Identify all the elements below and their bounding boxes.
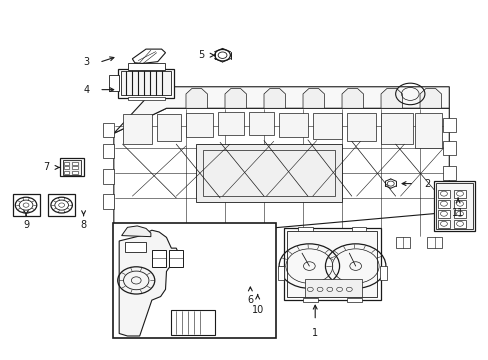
Bar — [453, 220, 466, 228]
Bar — [128, 97, 164, 100]
Bar — [351, 226, 366, 231]
Text: 1: 1 — [311, 328, 318, 338]
Polygon shape — [303, 89, 324, 108]
Bar — [437, 190, 449, 198]
Bar — [277, 266, 284, 280]
Polygon shape — [132, 49, 165, 63]
Bar — [305, 279, 361, 297]
Polygon shape — [224, 89, 246, 108]
Bar — [395, 237, 409, 248]
Bar — [298, 226, 312, 231]
Text: 4: 4 — [83, 85, 89, 95]
Bar — [122, 114, 152, 144]
Bar — [72, 162, 78, 165]
Polygon shape — [114, 108, 448, 237]
Bar — [103, 169, 114, 184]
Bar — [259, 237, 273, 248]
Bar — [379, 266, 386, 280]
Polygon shape — [119, 230, 178, 336]
Bar — [437, 220, 449, 228]
Bar — [72, 166, 78, 169]
Text: 11: 11 — [451, 208, 463, 218]
Bar — [185, 113, 212, 137]
Bar — [453, 190, 466, 198]
Text: 2: 2 — [423, 179, 429, 189]
Bar — [169, 249, 183, 267]
Bar — [453, 200, 466, 208]
Bar — [103, 144, 114, 158]
Bar — [103, 123, 114, 137]
Bar — [437, 210, 449, 218]
Text: 5: 5 — [198, 50, 204, 60]
Bar — [190, 237, 205, 248]
Bar — [443, 118, 455, 132]
Bar — [127, 237, 142, 248]
Polygon shape — [122, 226, 151, 237]
Bar — [283, 228, 380, 300]
Polygon shape — [185, 89, 207, 108]
Bar — [293, 237, 307, 248]
Bar — [433, 181, 474, 231]
Bar — [217, 112, 244, 135]
Bar — [287, 231, 376, 297]
Bar — [72, 171, 78, 174]
Bar — [63, 166, 69, 169]
Text: 3: 3 — [83, 57, 89, 67]
Bar — [414, 113, 441, 148]
Polygon shape — [419, 89, 441, 108]
Bar — [224, 237, 239, 248]
Polygon shape — [114, 87, 448, 134]
Text: 10: 10 — [251, 305, 263, 315]
Bar — [437, 200, 449, 208]
Polygon shape — [264, 89, 285, 108]
Bar — [118, 69, 173, 98]
Bar — [128, 63, 164, 69]
Bar — [435, 183, 472, 229]
Bar — [427, 237, 441, 248]
Bar — [312, 113, 341, 139]
Text: 7: 7 — [43, 162, 49, 172]
Bar — [346, 298, 361, 302]
Text: 6: 6 — [247, 296, 253, 306]
Bar — [171, 310, 215, 335]
Text: 8: 8 — [81, 220, 86, 230]
Bar — [361, 237, 375, 248]
Bar — [346, 113, 375, 140]
Bar — [327, 237, 341, 248]
Bar — [125, 242, 145, 252]
Bar — [443, 141, 455, 155]
Bar — [443, 166, 455, 180]
Bar — [203, 149, 334, 196]
Bar — [48, 194, 75, 216]
Bar — [113, 223, 276, 338]
Bar — [453, 210, 466, 218]
Bar — [63, 162, 69, 165]
Polygon shape — [341, 89, 363, 108]
Polygon shape — [380, 89, 402, 108]
Bar — [121, 71, 170, 95]
Bar — [62, 160, 81, 175]
Bar — [380, 113, 412, 144]
Bar — [152, 249, 165, 267]
Bar — [303, 298, 317, 302]
Bar — [157, 114, 181, 140]
Bar — [60, 158, 83, 176]
Bar — [13, 194, 40, 216]
Bar — [109, 75, 119, 91]
Bar — [195, 144, 341, 202]
Bar — [63, 171, 69, 174]
Bar — [103, 194, 114, 209]
Bar — [249, 112, 273, 135]
Text: 9: 9 — [23, 220, 29, 230]
Bar — [157, 237, 171, 248]
Bar — [443, 192, 455, 205]
Bar — [278, 113, 307, 137]
